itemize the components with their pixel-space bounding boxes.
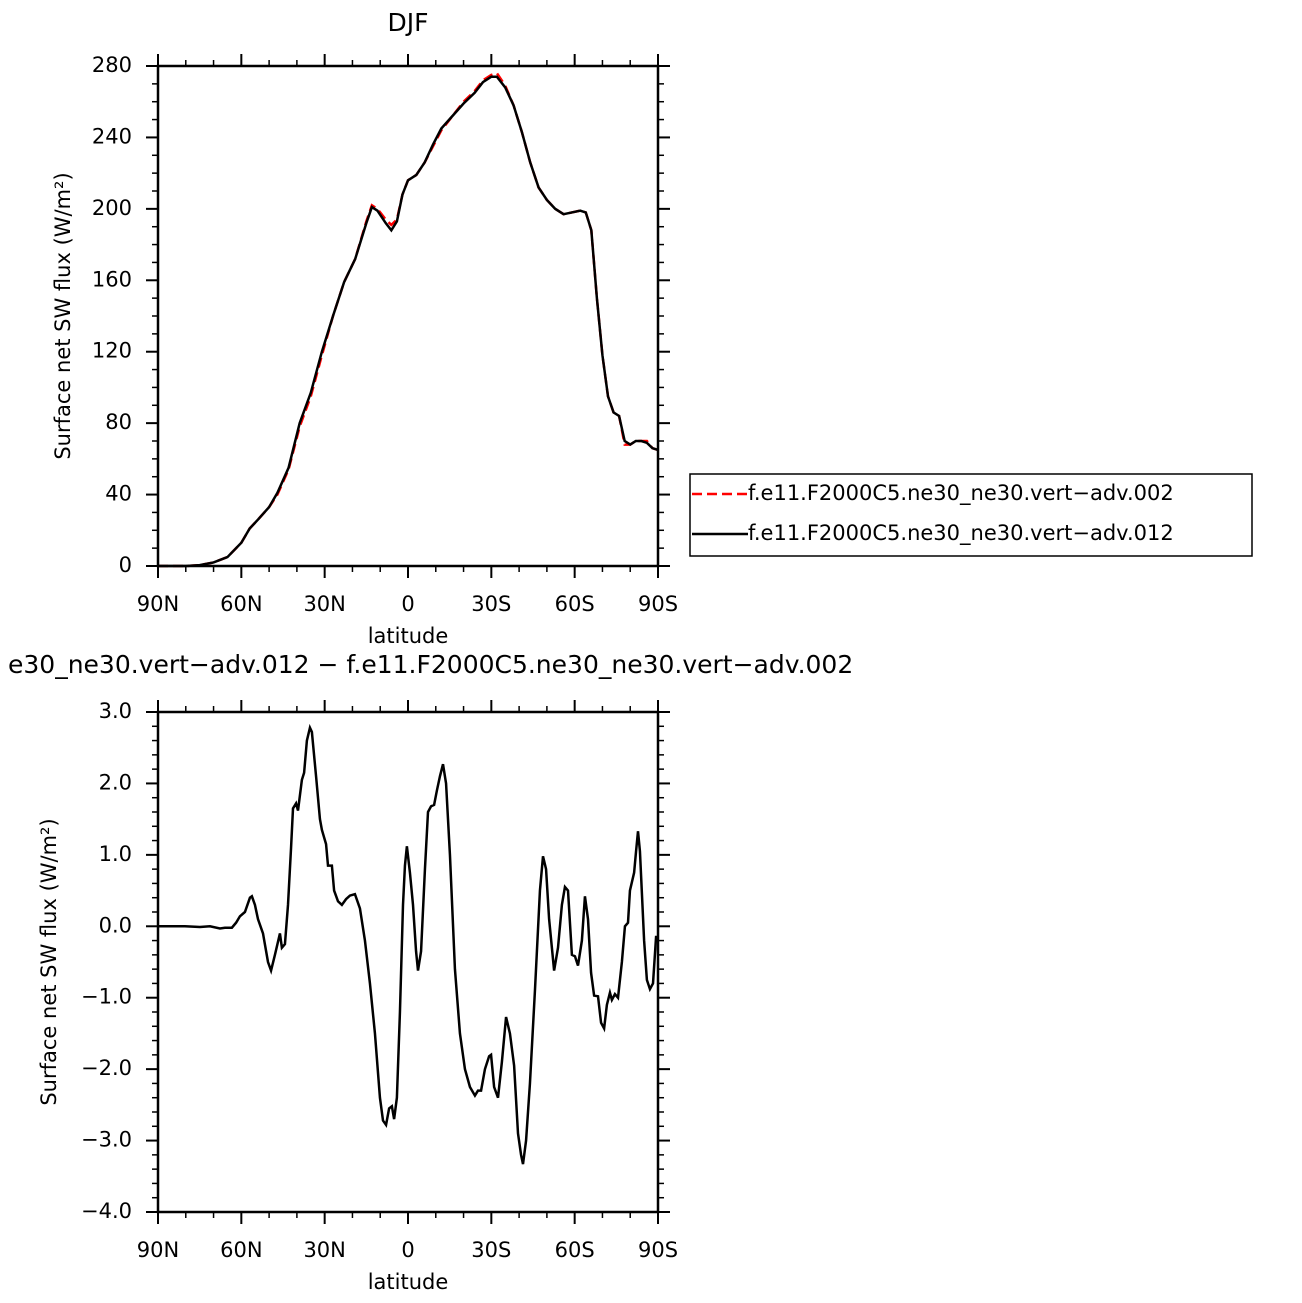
y-tick-label: 2.0 <box>99 770 132 794</box>
y-axis-label: Surface net SW flux (W/m²) <box>37 818 61 1105</box>
chart-title: e30_ne30.vert−adv.012 − f.e11.F2000C5.ne… <box>8 650 853 679</box>
x-tick-label: 90N <box>137 1238 179 1262</box>
y-tick-label: 200 <box>92 196 132 220</box>
data-line <box>158 71 659 568</box>
y-tick-label: 3.0 <box>99 699 132 723</box>
y-tick-label: 80 <box>105 410 132 434</box>
y-tick-label: 240 <box>92 124 132 148</box>
plot-frame <box>156 64 660 568</box>
legend-label: f.e11.F2000C5.ne30_ne30.vert−adv.012 <box>748 521 1174 546</box>
y-tick-label: 0 <box>119 553 132 577</box>
x-tick-label: 30N <box>303 1238 345 1262</box>
y-axis-label: Surface net SW flux (W/m²) <box>51 172 75 459</box>
data-line <box>158 75 659 568</box>
x-tick-label: 30S <box>471 1238 511 1262</box>
y-tick-label: −1.0 <box>81 985 132 1009</box>
x-tick-label: 30N <box>303 592 345 616</box>
y-tick-label: −4.0 <box>81 1199 132 1223</box>
x-tick-label: 60S <box>555 592 595 616</box>
legend-box <box>689 473 1253 557</box>
x-tick-label: 60N <box>220 1238 262 1262</box>
chart-title: DJF <box>387 8 428 37</box>
data-line <box>158 723 658 1165</box>
x-tick-label: 90N <box>137 592 179 616</box>
legend-label: f.e11.F2000C5.ne30_ne30.vert−adv.002 <box>748 481 1174 506</box>
y-tick-label: 280 <box>92 53 132 77</box>
y-tick-label: 40 <box>105 482 132 506</box>
x-tick-label: 0 <box>401 1238 414 1262</box>
x-axis-label: latitude <box>368 624 449 648</box>
x-tick-label: 90S <box>638 592 678 616</box>
y-tick-label: 0.0 <box>99 913 132 937</box>
x-tick-label: 0 <box>401 592 414 616</box>
y-tick-label: 1.0 <box>99 842 132 866</box>
x-tick-label: 60N <box>220 592 262 616</box>
x-tick-label: 60S <box>555 1238 595 1262</box>
x-tick-label: 30S <box>471 592 511 616</box>
y-tick-label: −3.0 <box>81 1128 132 1152</box>
y-tick-label: −2.0 <box>81 1056 132 1080</box>
x-axis-label: latitude <box>368 1270 449 1294</box>
y-tick-label: 120 <box>92 339 132 363</box>
plot-frame <box>156 710 660 1214</box>
x-tick-label: 90S <box>638 1238 678 1262</box>
y-tick-label: 160 <box>92 267 132 291</box>
